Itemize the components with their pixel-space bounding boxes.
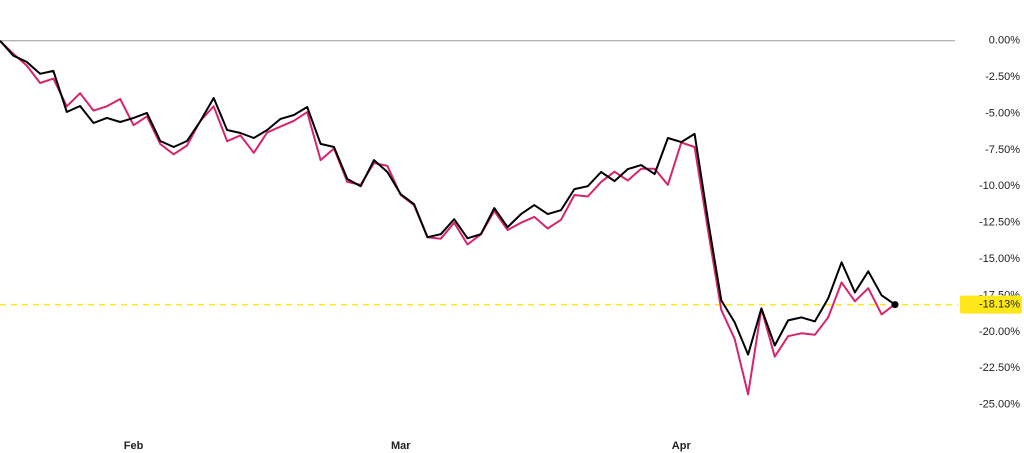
last-value-box (960, 295, 1022, 314)
line-series (0, 40, 896, 356)
x-tick-label: Mar (391, 440, 411, 452)
line-series (0, 40, 896, 396)
y-tick-label: -10.00% (979, 180, 1020, 192)
y-tick-label: -22.50% (979, 362, 1020, 374)
last-value-label: -18.13% (979, 299, 1020, 311)
y-tick-label: -7.50% (985, 144, 1020, 156)
last-point (891, 301, 899, 309)
y-tick-label: -20.00% (979, 326, 1020, 338)
y-tick-label: -25.00% (979, 399, 1020, 411)
x-tick-label: Feb (124, 440, 144, 452)
y-tick-label: -2.50% (985, 71, 1020, 83)
x-tick-label: Apr (672, 440, 692, 452)
y-tick-label: -5.00% (985, 107, 1020, 119)
y-tick-label: -15.00% (979, 253, 1020, 265)
y-tick-label: 0.00% (989, 35, 1020, 47)
y-tick-label: -12.50% (979, 217, 1020, 229)
